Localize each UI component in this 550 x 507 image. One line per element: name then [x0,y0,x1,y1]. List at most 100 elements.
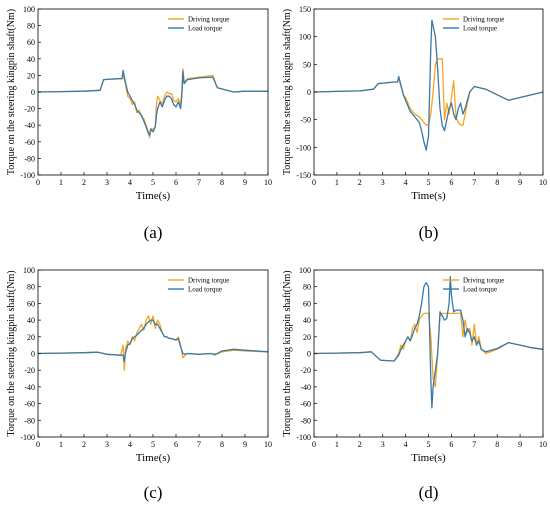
x-tick-label: 5 [427,178,431,187]
y-tick-label: -20 [24,366,35,375]
x-tick-label: 1 [59,440,63,449]
y-tick-label: 80 [303,283,311,292]
y-tick-label: 0 [31,350,35,359]
y-tick-label: 80 [27,22,35,31]
x-tick-label: 2 [358,178,362,187]
x-tick-label: 10 [264,440,272,449]
legend-label-load: Load torque [463,25,497,33]
chart-a: 0 1 2 3 4 5 6 7 8 9 10 -100 -80 -60 -40 -20 0 20 40 60 80 100… [6,5,272,242]
x-tick-label: 3 [381,440,385,449]
x-axis-label: Time(s) [411,452,446,464]
legend-label-driving: Driving torque [463,277,504,285]
subfigure-caption: (b) [419,223,439,242]
y-tick-label: -60 [24,400,35,409]
x-tick-label: 0 [312,178,316,187]
subfigure-caption: (a) [144,223,163,242]
y-tick-label: 40 [303,316,311,325]
series-line-load [313,276,544,409]
x-axis-label: Time(s) [136,190,171,202]
x-tick-label: 7 [472,178,476,187]
y-tick-label: -150 [296,171,311,180]
y-axis-label: Torque on the steering kingpin shaft(Nm) [6,270,17,436]
x-tick-label: 5 [151,440,155,449]
y-tick-label: -40 [24,121,35,130]
legend-label-load: Load torque [188,25,222,33]
legend-label-driving: Driving torque [463,16,504,24]
y-tick-label: -100 [296,143,311,152]
x-tick-label: 9 [518,178,522,187]
y-tick-label: -80 [300,416,311,425]
x-tick-label: 5 [427,440,431,449]
subfigure-caption: (d) [419,483,439,502]
y-tick-label: 0 [31,88,35,97]
x-tick-label: 9 [243,440,247,449]
chart-d: 0 1 2 3 4 5 6 7 8 9 10 -100 -80 -60 -40 -20 0 20 40 60 80 100… [282,266,547,502]
y-tick-label: 100 [23,5,35,14]
x-tick-label: 7 [197,440,201,449]
y-tick-label: 60 [303,299,311,308]
y-tick-label: 20 [27,333,35,342]
x-tick-label: 7 [472,440,476,449]
x-tick-label: 10 [539,440,547,449]
y-tick-label: 150 [299,5,311,14]
x-tick-label: 7 [197,178,201,187]
y-tick-label: -100 [20,171,35,180]
y-axis-label: Torque on the steering kingpin shaft(Nm) [6,9,17,175]
series-line-load [37,69,268,136]
x-axis-label: Time(s) [136,452,171,464]
series-line-driving [37,315,269,371]
y-tick-label: -40 [300,383,311,392]
series-line-load [313,19,544,151]
x-tick-label: 8 [220,178,224,187]
plot-frame [313,8,544,176]
legend-label-load: Load torque [463,286,497,294]
legend-label-driving: Driving torque [188,277,229,285]
series-line-driving [37,68,268,139]
x-tick-label: 8 [495,440,499,449]
x-tick-label: 8 [495,178,499,187]
y-tick-label: 20 [27,71,35,80]
x-tick-label: 2 [82,178,86,187]
x-tick-label: 4 [404,178,408,187]
x-tick-label: 4 [128,178,132,187]
y-tick-label: 60 [27,299,35,308]
y-tick-label: -60 [300,400,311,409]
x-tick-label: 3 [105,178,109,187]
chart-c: 0 1 2 3 4 5 6 7 8 9 10 -100 -80 -60 -40 -20 0 20 40 60 80 100… [6,266,272,502]
y-tick-label: -40 [24,383,35,392]
y-tick-label: -80 [24,416,35,425]
x-tick-label: 3 [381,178,385,187]
y-tick-label: -60 [24,138,35,147]
y-tick-label: 0 [307,350,311,359]
x-tick-label: 9 [243,178,247,187]
x-tick-label: 6 [174,440,178,449]
x-tick-label: 6 [449,178,453,187]
y-tick-label: -100 [20,433,35,442]
chart-b: 0 1 2 3 4 5 6 7 8 9 10 -150 -100 -50 0 50 100 150 Time(s) T… [282,5,547,242]
y-tick-label: -80 [24,154,35,163]
x-tick-label: 0 [36,440,40,449]
x-tick-label: 0 [36,178,40,187]
x-tick-label: 6 [174,178,178,187]
y-tick-label: 100 [299,33,311,42]
subfigure-caption: (c) [144,483,163,502]
x-tick-label: 6 [449,440,453,449]
x-tick-label: 2 [358,440,362,449]
x-tick-label: 9 [518,440,522,449]
x-tick-label: 4 [128,440,132,449]
y-tick-label: -50 [300,116,311,125]
x-tick-label: 2 [82,440,86,449]
x-tick-label: 10 [264,178,272,187]
y-tick-label: 100 [23,266,35,275]
x-tick-label: 5 [151,178,155,187]
series-line-load [37,319,269,363]
y-tick-label: 60 [27,38,35,47]
x-tick-label: 4 [404,440,408,449]
x-tick-label: 0 [312,440,316,449]
y-tick-label: 20 [303,333,311,342]
y-axis-label: Torque on the steering kingpin shaft(Nm) [282,9,293,175]
x-tick-label: 8 [220,440,224,449]
legend-label-driving: Driving torque [188,16,229,24]
x-tick-label: 10 [539,178,547,187]
